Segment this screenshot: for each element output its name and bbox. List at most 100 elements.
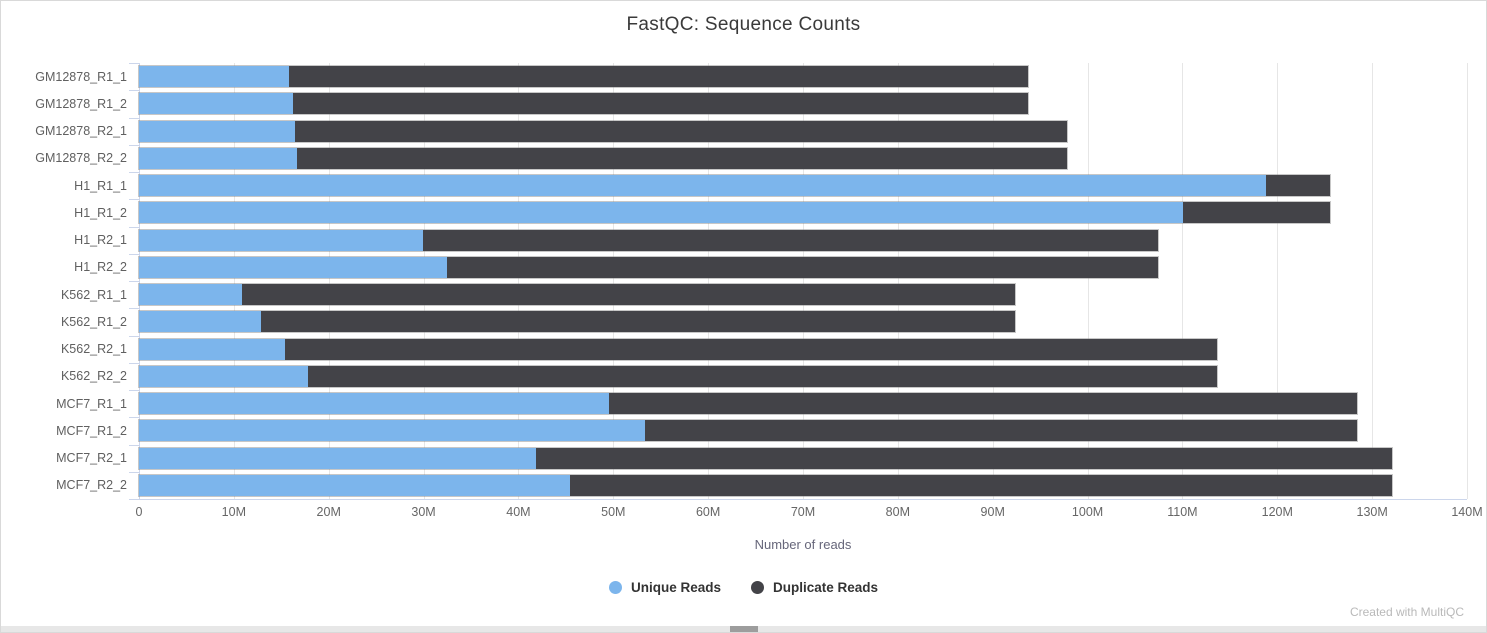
gridline	[992, 63, 994, 499]
unique-reads-bar-segment[interactable]	[139, 474, 570, 496]
bar-stack	[139, 256, 1158, 278]
bar-stack	[139, 365, 1217, 387]
gridline	[803, 63, 804, 499]
bar-stack	[139, 474, 1393, 496]
duplicate-reads-bar-segment[interactable]	[422, 229, 1158, 251]
x-axis-tick-label: 120M	[1261, 505, 1293, 519]
unique-reads-bar-segment[interactable]	[139, 93, 293, 115]
duplicate-reads-bar-segment[interactable]	[261, 311, 1015, 333]
duplicate-reads-bar-segment[interactable]	[609, 393, 1357, 415]
x-axis-tick-label: 60M	[695, 505, 721, 519]
gridline	[613, 63, 615, 499]
y-axis-category-label: MCF7_R2_2	[56, 478, 127, 493]
unique-reads-legend-marker-icon	[608, 581, 622, 594]
bar-row: MCF7_R1_2	[56, 420, 1467, 442]
y-axis-tick-mark	[129, 471, 139, 473]
x-axis-tick-label: 30M	[411, 505, 436, 519]
bar-row: K562_R1_1	[61, 284, 1467, 306]
x-axis-tick-label: 40M	[506, 505, 531, 519]
y-axis-category-label: H1_R1_1	[74, 178, 127, 193]
unique-reads-bar-segment[interactable]	[139, 311, 262, 333]
unique-reads-bar-segment[interactable]	[139, 447, 537, 469]
duplicate-reads-bar-segment[interactable]	[242, 284, 1015, 306]
y-axis-category-label: GM12878_R2_1	[35, 124, 127, 139]
x-axis-title: Number of reads	[754, 537, 852, 552]
y-axis-tick-mark	[129, 253, 139, 255]
duplicate-reads-bar-segment[interactable]	[447, 256, 1158, 278]
gridline	[1277, 63, 1279, 499]
gridline	[1182, 63, 1184, 499]
unique-reads-bar-segment[interactable]	[139, 393, 610, 415]
unique-reads-bar-segment[interactable]	[139, 120, 295, 142]
duplicate-reads-bar-segment[interactable]	[569, 474, 1393, 496]
y-axis-category-label: H1_R2_2	[74, 260, 127, 275]
gridline	[708, 63, 710, 499]
legend-label: Unique Reads	[630, 580, 721, 595]
legend-item-unique-reads[interactable]: Unique Reads	[608, 580, 721, 595]
unique-reads-bar-segment[interactable]	[139, 175, 1266, 197]
duplicate-reads-bar-segment[interactable]	[1265, 175, 1331, 197]
x-axis-tick-label: 50M	[601, 505, 626, 519]
created-with-multiqc-note: Created with MultiQC	[1349, 605, 1464, 619]
y-axis-category-label: H1_R1_2	[74, 205, 127, 220]
gridline	[1372, 63, 1374, 499]
x-axis-tick-label: 80M	[885, 505, 911, 519]
duplicate-reads-bar-segment[interactable]	[288, 66, 1028, 88]
y-axis-tick-mark	[129, 444, 139, 446]
bar-stack	[139, 311, 1015, 333]
plot-area: GM12878_R1_1 GM12878_R1_2 GM12878_R2_1 GM12…	[35, 63, 1468, 500]
y-axis-category-label: K562_R1_2	[60, 314, 127, 329]
bar-row: MCF7_R2_1	[56, 447, 1467, 469]
y-axis-tick-mark	[129, 90, 139, 92]
unique-reads-bar-segment[interactable]	[139, 147, 298, 169]
unique-reads-bar-segment[interactable]	[139, 284, 243, 306]
duplicate-reads-bar-segment[interactable]	[297, 147, 1067, 169]
duplicate-reads-bar-segment[interactable]	[307, 365, 1217, 387]
gridline	[1467, 63, 1468, 499]
unique-reads-bar-segment[interactable]	[139, 338, 286, 360]
horizontal-scrollbar-thumb[interactable]	[729, 626, 758, 632]
bar-stack	[139, 147, 1067, 169]
y-axis-category-label: K562_R1_1	[60, 287, 127, 302]
bar-stack	[139, 175, 1331, 197]
gridline	[328, 63, 330, 499]
x-axis-tick-labels: 0 10M 20M 30M 40M 50M 60M 70M 80M 90M 100M 110M 120M…	[135, 505, 1483, 521]
bar-row: GM12878_R2_1	[35, 120, 1467, 142]
duplicate-reads-bar-segment[interactable]	[536, 447, 1393, 469]
bar-stack	[139, 284, 1015, 306]
duplicate-reads-bar-segment[interactable]	[292, 93, 1028, 115]
duplicate-reads-bar-segment[interactable]	[644, 420, 1357, 442]
legend-item-duplicate-reads[interactable]: Duplicate Reads	[750, 580, 879, 595]
y-axis-tick-mark	[129, 417, 139, 419]
gridline	[423, 63, 425, 499]
y-axis-category-label: GM12878_R2_2	[35, 151, 127, 166]
bar-row: K562_R1_2	[61, 311, 1467, 333]
y-axis-tick-mark	[129, 144, 139, 146]
duplicate-reads-bar-segment[interactable]	[294, 120, 1067, 142]
unique-reads-bar-segment[interactable]	[139, 202, 1184, 224]
bar-row: H1_R2_2	[74, 256, 1467, 278]
duplicate-reads-bar-segment[interactable]	[1183, 202, 1331, 224]
unique-reads-bar-segment[interactable]	[139, 66, 289, 88]
duplicate-reads-bar-segment[interactable]	[285, 338, 1217, 360]
duplicate-reads-legend-marker-icon	[750, 581, 764, 594]
y-axis-category-label: MCF7_R1_1	[56, 396, 127, 411]
unique-reads-bar-segment[interactable]	[139, 229, 423, 251]
horizontal-scrollbar-track[interactable]	[1, 626, 1486, 632]
x-axis-tick-label: 0	[135, 505, 143, 519]
gridline	[518, 63, 520, 499]
legend-label: Duplicate Reads	[772, 580, 879, 595]
x-axis-tick-label: 140M	[1451, 505, 1483, 519]
unique-reads-bar-segment[interactable]	[139, 256, 448, 278]
y-axis-tick-mark	[129, 308, 139, 310]
y-axis-line	[139, 63, 140, 499]
bar-row: GM12878_R1_2	[35, 93, 1467, 115]
bar-stack	[139, 120, 1067, 142]
unique-reads-bar-segment[interactable]	[139, 365, 308, 387]
x-axis-line	[139, 499, 1467, 500]
x-axis-tick-label: 70M	[790, 505, 816, 519]
y-axis-tick-mark	[129, 281, 139, 282]
unique-reads-bar-segment[interactable]	[139, 420, 645, 442]
bar-stack	[139, 393, 1357, 415]
